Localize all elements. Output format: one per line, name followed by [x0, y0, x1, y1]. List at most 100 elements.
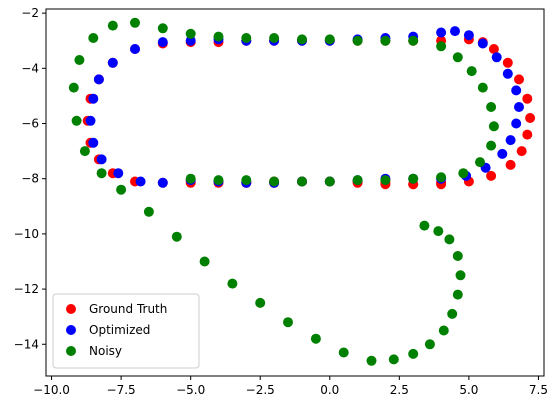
noisy-point	[444, 234, 455, 245]
noisy-point	[79, 146, 90, 157]
ground-truth-point	[525, 113, 536, 123]
noisy-point	[433, 226, 444, 237]
optimized-point	[436, 27, 447, 38]
y-axis-ticks: −2 −4 −6 −8 −10 −12 −14	[14, 6, 46, 351]
noisy-point	[116, 184, 127, 195]
legend-label-ground-truth: Ground Truth	[89, 302, 167, 316]
legend: Ground Truth Optimized Noisy	[52, 293, 200, 369]
legend-box	[52, 293, 200, 369]
optimized-point	[107, 57, 118, 68]
noisy-point	[185, 173, 196, 184]
noisy-point	[213, 175, 224, 186]
x-axis-ticks: −10.0 −7.5 −5.0 −2.5 0.0 2.5 5.0 7.5	[33, 376, 548, 397]
noisy-point	[171, 231, 182, 242]
ground-truth-point	[488, 44, 499, 54]
series-ground-truth	[82, 34, 536, 190]
y-tick-label: −14	[14, 337, 39, 351]
optimized-point	[157, 177, 168, 188]
optimized-point	[96, 154, 107, 165]
noisy-point	[352, 175, 363, 186]
x-tick-label: 2.5	[390, 383, 409, 397]
noisy-point	[475, 157, 485, 168]
optimized-point	[135, 176, 146, 187]
noisy-point	[227, 278, 238, 289]
optimized-point	[514, 102, 524, 112]
optimized-point	[511, 118, 522, 129]
noisy-point	[71, 115, 82, 126]
ground-truth-point	[522, 93, 533, 104]
optimized-point	[502, 68, 513, 79]
legend-marker-noisy	[66, 346, 76, 356]
noisy-point	[157, 23, 168, 34]
noisy-point	[447, 308, 458, 319]
noisy-point	[488, 121, 499, 132]
noisy-point	[338, 347, 349, 358]
noisy-point	[452, 52, 463, 63]
noisy-point	[366, 355, 377, 366]
noisy-point	[380, 175, 391, 186]
noisy-point	[477, 82, 488, 93]
optimized-point	[130, 44, 140, 54]
y-tick-label: −6	[21, 117, 39, 131]
optimized-point	[450, 26, 460, 37]
legend-label-noisy: Noisy	[89, 344, 122, 358]
noisy-point	[199, 256, 210, 267]
noisy-point	[436, 41, 447, 52]
noisy-point	[213, 31, 224, 42]
ground-truth-point	[522, 129, 533, 140]
legend-marker-ground-truth	[66, 304, 76, 314]
optimized-point	[88, 93, 99, 104]
x-tick-label: −7.5	[107, 383, 136, 397]
noisy-point	[438, 325, 449, 336]
noisy-point	[297, 176, 307, 187]
series-noisy	[68, 17, 499, 366]
noisy-point	[324, 34, 335, 45]
noisy-point	[455, 270, 466, 281]
x-tick-label: 7.5	[529, 383, 548, 397]
optimized-point	[511, 85, 522, 96]
ground-truth-point	[486, 170, 497, 181]
noisy-point	[486, 140, 497, 151]
optimized-point	[85, 115, 96, 126]
y-tick-label: −12	[14, 282, 39, 296]
noisy-point	[380, 35, 391, 46]
y-tick-label: −4	[21, 61, 39, 75]
plot-area	[68, 17, 536, 366]
noisy-point	[408, 348, 419, 359]
noisy-point	[269, 176, 280, 187]
noisy-point	[297, 34, 307, 45]
optimized-point	[88, 137, 99, 148]
noisy-point	[241, 175, 252, 186]
noisy-point	[255, 297, 266, 308]
noisy-point	[466, 66, 477, 77]
noisy-point	[74, 55, 85, 65]
y-tick-label: −10	[14, 227, 39, 241]
noisy-point	[310, 333, 321, 344]
noisy-point	[436, 172, 447, 183]
optimized-point	[157, 37, 168, 48]
noisy-point	[130, 17, 140, 28]
noisy-point	[424, 339, 435, 350]
ground-truth-point	[514, 74, 524, 85]
legend-marker-optimized	[66, 325, 76, 335]
optimized-point	[113, 168, 124, 179]
x-tick-label: 5.0	[459, 383, 478, 397]
noisy-point	[419, 220, 430, 231]
x-tick-label: −2.5	[246, 383, 275, 397]
y-tick-label: −8	[21, 172, 39, 186]
axes-frame	[45, 8, 545, 377]
noisy-point	[283, 317, 293, 328]
noisy-point	[388, 354, 399, 365]
optimized-point	[477, 38, 488, 49]
ground-truth-point	[516, 146, 527, 157]
noisy-point	[486, 102, 497, 112]
optimized-point	[505, 135, 516, 146]
noisy-point	[458, 168, 469, 179]
noisy-point	[185, 28, 196, 39]
optimized-point	[463, 30, 474, 41]
legend-label-optimized: Optimized	[89, 323, 150, 337]
y-tick-label: −2	[21, 6, 39, 20]
x-tick-label: 0.0	[320, 383, 339, 397]
noisy-point	[88, 33, 99, 43]
